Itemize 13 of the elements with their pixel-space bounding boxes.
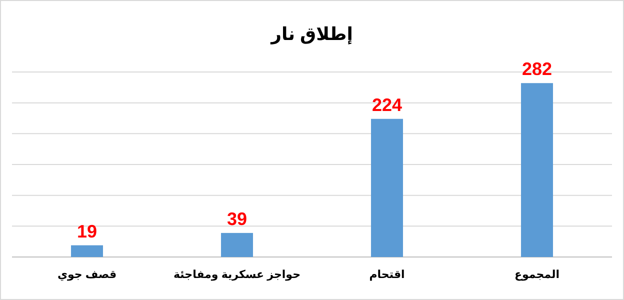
bar [371,118,403,257]
data-label: 224 [372,94,402,115]
bar [221,232,253,257]
data-label: 19 [76,221,98,242]
x-tick-label: اقتحام [369,269,405,281]
data-label: 39 [226,208,248,229]
data-label: 282 [522,59,552,80]
x-tick-label: المجموع [514,269,560,281]
x-tick-label: حواجز عسكرية ومفاجئة [173,269,301,281]
bar [521,83,553,257]
x-tick-label: قصف جوي [57,269,117,281]
chart-title: إطلاق نار [270,24,353,45]
bar [71,245,103,257]
